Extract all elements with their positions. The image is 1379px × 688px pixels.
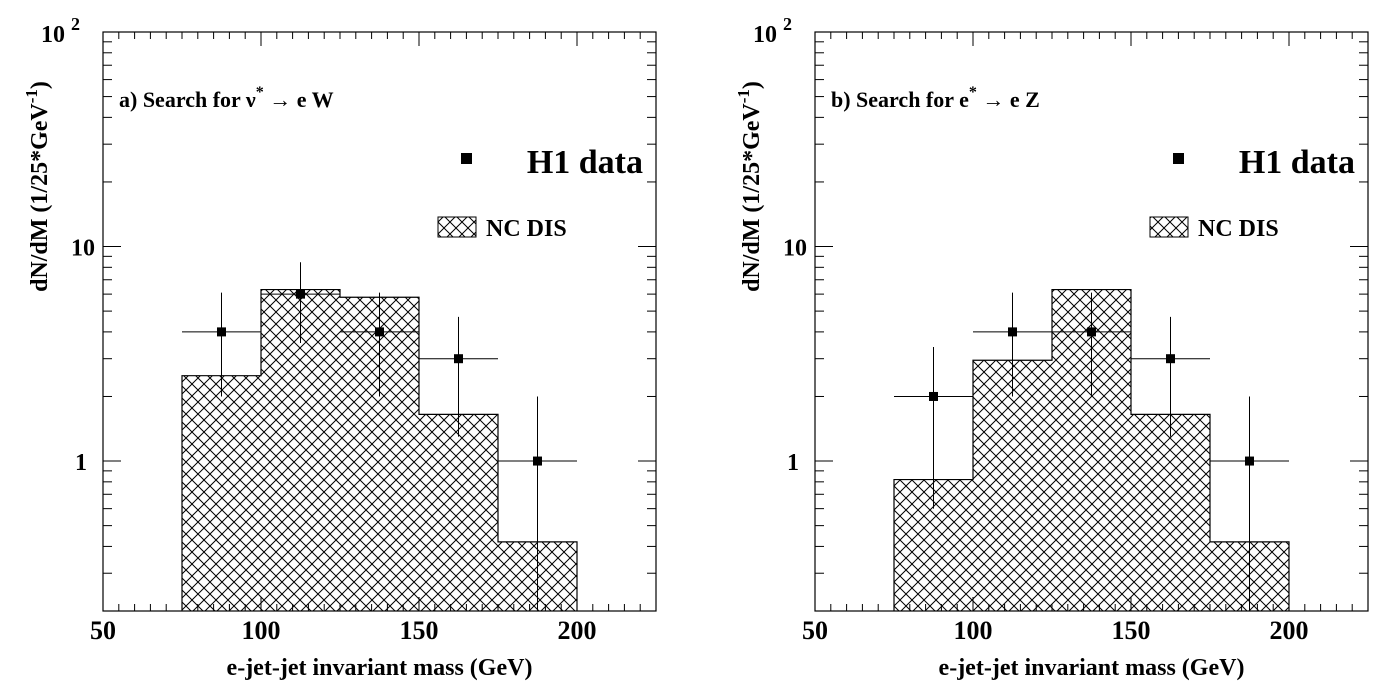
panel-title-particle: e	[959, 87, 969, 112]
panel-title: a) Search for ν* → e W	[119, 84, 334, 112]
legend-mc-label: NC DIS	[486, 216, 567, 242]
panel-title-final: e W	[297, 87, 334, 112]
x-tick-label: 150	[400, 616, 439, 645]
mc-bin	[1131, 414, 1210, 611]
panel-title-prefix: b) Search for	[831, 87, 959, 112]
legend-mc-label: NC DIS	[1198, 216, 1279, 242]
data-point	[1008, 327, 1017, 337]
legend-data-marker	[461, 153, 472, 164]
legend-data-label: H1 data	[527, 144, 643, 181]
y-axis-label: dN/dM (1/25*GeV-1)	[22, 81, 53, 292]
y-axis-label-exp: -1	[734, 89, 753, 103]
y-tick-label-1: 1	[75, 450, 87, 476]
x-tick-label: 200	[558, 616, 597, 645]
y-axis-label-close: )	[27, 81, 53, 89]
panel-title-arrow: →	[977, 87, 1010, 112]
panel-title-prefix: a) Search for	[119, 87, 246, 112]
data-point	[454, 354, 463, 364]
x-axis-label: e-jet-jet invariant mass (GeV)	[227, 655, 533, 681]
x-tick-label: 200	[1270, 616, 1309, 645]
x-tick-label: 150	[1112, 616, 1151, 645]
y-tick-label-10: 10	[783, 236, 807, 262]
plot-frame	[102, 31, 657, 612]
x-tick-label: 50	[90, 616, 116, 645]
data-point	[533, 456, 542, 466]
y-tick-label-1: 1	[787, 450, 799, 476]
mc-bin	[973, 360, 1052, 611]
y-axis-label-exp: -1	[22, 89, 41, 103]
panel-title-sup: *	[256, 84, 264, 101]
data-point	[1245, 456, 1254, 466]
y-tick-100-exp: 2	[783, 14, 792, 34]
panel-a: 50 100 150 200 1 10 10 2 dN/dM (1/25*GeV-1) e-jet…	[22, 14, 657, 681]
y-tick-100-base: 10	[41, 22, 65, 48]
y-tick-100-exp: 2	[71, 14, 80, 34]
panel-title-final: e Z	[1010, 87, 1040, 112]
y-axis-label-main: dN/dM (1/25*GeV	[739, 103, 765, 292]
x-tick-label: 100	[242, 616, 281, 645]
panel-b: 50 100 150 200 1 10 10 2 dN/dM (1/25*GeV-1) e-jet…	[734, 14, 1369, 681]
data-point	[375, 327, 384, 337]
panel-title-particle: ν	[245, 87, 256, 112]
panel-title-arrow: →	[264, 87, 297, 112]
data-point	[929, 391, 938, 401]
y-axis-label: dN/dM (1/25*GeV-1)	[734, 81, 765, 292]
legend-mc-swatch	[437, 216, 477, 238]
plot-frame	[814, 31, 1369, 612]
mc-bin	[182, 375, 261, 611]
mc-histogram-outline	[893, 288, 1290, 611]
y-axis-label-close: )	[739, 81, 765, 89]
data-point	[296, 289, 305, 299]
y-tick-label-100: 10 2	[41, 14, 80, 48]
y-tick-100-base: 10	[753, 22, 777, 48]
panel-title: b) Search for e* → e Z	[831, 84, 1040, 112]
mc-bin	[419, 414, 498, 611]
mc-bin	[261, 289, 340, 611]
data-point	[217, 327, 226, 337]
y-axis-label-main: dN/dM (1/25*GeV	[27, 103, 53, 292]
x-axis-label: e-jet-jet invariant mass (GeV)	[939, 655, 1245, 681]
data-point	[1087, 327, 1096, 337]
legend-data-label: H1 data	[1239, 144, 1355, 181]
legend-data-marker	[1173, 153, 1184, 164]
panel-title-sup: *	[969, 84, 977, 101]
x-tick-label: 50	[802, 616, 828, 645]
y-tick-label-10: 10	[71, 236, 95, 262]
x-tick-label: 100	[954, 616, 993, 645]
data-point	[1166, 354, 1175, 364]
y-tick-label-100: 10 2	[753, 14, 792, 48]
legend-mc-swatch	[1149, 216, 1189, 238]
